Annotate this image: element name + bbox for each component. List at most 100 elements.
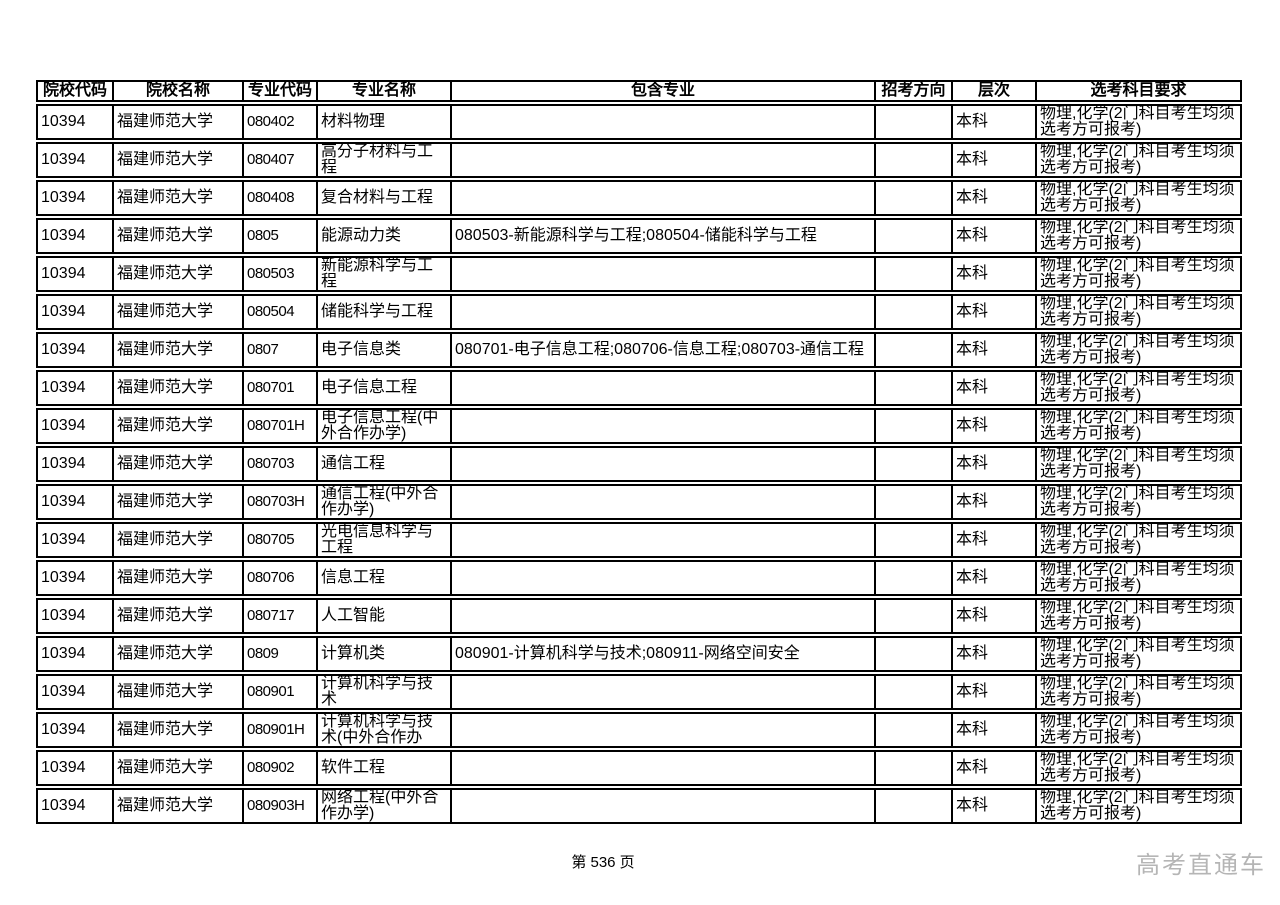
table-row: 10394 福建师范大学 0805 能源动力类 080503-新能源科学与工程;0805… <box>36 218 1242 254</box>
cell-college_code: 10394 <box>36 370 113 406</box>
cell-subject_req: 物理,化学(2门科目考生均须选考方可报考) <box>1036 142 1242 178</box>
cell-level: 本科 <box>952 142 1036 178</box>
cell-level: 本科 <box>952 218 1036 254</box>
cell-subject_req: 物理,化学(2门科目考生均须选考方可报考) <box>1036 522 1242 558</box>
cell-subject_req: 物理,化学(2门科目考生均须选考方可报考) <box>1036 712 1242 748</box>
cell-major_name: 光电信息科学与工程 <box>317 522 451 558</box>
table-row: 10394 福建师范大学 080504 储能科学与工程 本科 物理,化学(2门科目考生均须… <box>36 294 1242 330</box>
cell-subject_req: 物理,化学(2门科目考生均须选考方可报考) <box>1036 788 1242 824</box>
table-row: 10394 福建师范大学 0807 电子信息类 080701-电子信息工程;080706… <box>36 332 1242 368</box>
table-row: 10394 福建师范大学 080503 新能源科学与工程 本科 物理,化学(2门科目考生均… <box>36 256 1242 292</box>
table-row: 10394 福建师范大学 080903H 网络工程(中外合作办学) 本科 物理,化学(2门… <box>36 788 1242 824</box>
cell-major_code: 080503 <box>243 256 317 292</box>
cell-college_code: 10394 <box>36 788 113 824</box>
cell-direction <box>875 750 952 786</box>
column-header-college_name: 院校名称 <box>113 80 243 102</box>
cell-level: 本科 <box>952 408 1036 444</box>
cell-subject_req: 物理,化学(2门科目考生均须选考方可报考) <box>1036 332 1242 368</box>
watermark-brand: 高考直通车 <box>1136 852 1266 879</box>
cell-major_name: 通信工程(中外合作办学) <box>317 484 451 520</box>
cell-direction <box>875 674 952 710</box>
cell-college_code: 10394 <box>36 408 113 444</box>
cell-level: 本科 <box>952 180 1036 216</box>
table-row: 10394 福建师范大学 080402 材料物理 本科 物理,化学(2门科目考生均须选考方… <box>36 104 1242 140</box>
cell-direction <box>875 446 952 482</box>
cell-college_code: 10394 <box>36 294 113 330</box>
cell-college_code: 10394 <box>36 636 113 672</box>
table-row: 10394 福建师范大学 080901 计算机科学与技术 本科 物理,化学(2门科目考生均… <box>36 674 1242 710</box>
cell-subject_req: 物理,化学(2门科目考生均须选考方可报考) <box>1036 484 1242 520</box>
cell-college_name: 福建师范大学 <box>113 218 243 254</box>
cell-direction <box>875 788 952 824</box>
cell-level: 本科 <box>952 484 1036 520</box>
cell-subject_req: 物理,化学(2门科目考生均须选考方可报考) <box>1036 446 1242 482</box>
cell-direction <box>875 484 952 520</box>
table-row: 10394 福建师范大学 080703H 通信工程(中外合作办学) 本科 物理,化学(2门… <box>36 484 1242 520</box>
cell-major_code: 080504 <box>243 294 317 330</box>
cell-college_code: 10394 <box>36 142 113 178</box>
cell-major_name: 通信工程 <box>317 446 451 482</box>
cell-subject_req: 物理,化学(2门科目考生均须选考方可报考) <box>1036 104 1242 140</box>
cell-included_majors <box>451 294 875 330</box>
cell-major_name: 材料物理 <box>317 104 451 140</box>
column-header-subject_req: 选考科目要求 <box>1036 80 1242 102</box>
table-row: 10394 福建师范大学 0809 计算机类 080901-计算机科学与技术;08091… <box>36 636 1242 672</box>
cell-major_code: 080703H <box>243 484 317 520</box>
cell-subject_req: 物理,化学(2门科目考生均须选考方可报考) <box>1036 256 1242 292</box>
cell-direction <box>875 104 952 140</box>
cell-subject_req: 物理,化学(2门科目考生均须选考方可报考) <box>1036 560 1242 596</box>
cell-college_name: 福建师范大学 <box>113 142 243 178</box>
table-row: 10394 福建师范大学 080701 电子信息工程 本科 物理,化学(2门科目考生均须选… <box>36 370 1242 406</box>
cell-college_name: 福建师范大学 <box>113 750 243 786</box>
cell-direction <box>875 256 952 292</box>
cell-included_majors <box>451 256 875 292</box>
cell-level: 本科 <box>952 104 1036 140</box>
cell-direction <box>875 370 952 406</box>
cell-major_code: 0809 <box>243 636 317 672</box>
table-row: 10394 福建师范大学 080717 人工智能 本科 物理,化学(2门科目考生均须选考方… <box>36 598 1242 634</box>
cell-college_code: 10394 <box>36 750 113 786</box>
cell-direction <box>875 142 952 178</box>
cell-level: 本科 <box>952 446 1036 482</box>
cell-college_name: 福建师范大学 <box>113 484 243 520</box>
cell-level: 本科 <box>952 674 1036 710</box>
cell-college_code: 10394 <box>36 256 113 292</box>
table-row: 10394 福建师范大学 080408 复合材料与工程 本科 物理,化学(2门科目考生均须… <box>36 180 1242 216</box>
cell-major_name: 人工智能 <box>317 598 451 634</box>
table-row: 10394 福建师范大学 080701H 电子信息工程(中外合作办学) 本科 物理,化学(… <box>36 408 1242 444</box>
cell-direction <box>875 408 952 444</box>
cell-major_name: 储能科学与工程 <box>317 294 451 330</box>
cell-major_code: 0807 <box>243 332 317 368</box>
cell-included_majors <box>451 180 875 216</box>
cell-major_name: 电子信息工程(中外合作办学) <box>317 408 451 444</box>
cell-direction <box>875 218 952 254</box>
cell-college_code: 10394 <box>36 446 113 482</box>
cell-subject_req: 物理,化学(2门科目考生均须选考方可报考) <box>1036 180 1242 216</box>
cell-major_name: 电子信息类 <box>317 332 451 368</box>
cell-level: 本科 <box>952 370 1036 406</box>
cell-college_name: 福建师范大学 <box>113 522 243 558</box>
majors-table: 院校代码 院校名称 专业代码 专业名称 包含专业 招考方向 层次 选考科目要求 10394 福建… <box>36 78 1242 826</box>
cell-included_majors: 080503-新能源科学与工程;080504-储能科学与工程 <box>451 218 875 254</box>
cell-level: 本科 <box>952 256 1036 292</box>
cell-subject_req: 物理,化学(2门科目考生均须选考方可报考) <box>1036 598 1242 634</box>
cell-college_code: 10394 <box>36 560 113 596</box>
cell-major_code: 080903H <box>243 788 317 824</box>
cell-major_name: 软件工程 <box>317 750 451 786</box>
cell-level: 本科 <box>952 788 1036 824</box>
cell-level: 本科 <box>952 294 1036 330</box>
cell-level: 本科 <box>952 332 1036 368</box>
cell-subject_req: 物理,化学(2门科目考生均须选考方可报考) <box>1036 408 1242 444</box>
column-header-college_code: 院校代码 <box>36 80 113 102</box>
cell-college_name: 福建师范大学 <box>113 294 243 330</box>
cell-major_name: 网络工程(中外合作办学) <box>317 788 451 824</box>
cell-subject_req: 物理,化学(2门科目考生均须选考方可报考) <box>1036 750 1242 786</box>
cell-level: 本科 <box>952 712 1036 748</box>
cell-college_code: 10394 <box>36 712 113 748</box>
cell-direction <box>875 598 952 634</box>
cell-direction <box>875 294 952 330</box>
cell-major_name: 高分子材料与工程 <box>317 142 451 178</box>
cell-subject_req: 物理,化学(2门科目考生均须选考方可报考) <box>1036 370 1242 406</box>
cell-college_name: 福建师范大学 <box>113 636 243 672</box>
cell-included_majors <box>451 142 875 178</box>
